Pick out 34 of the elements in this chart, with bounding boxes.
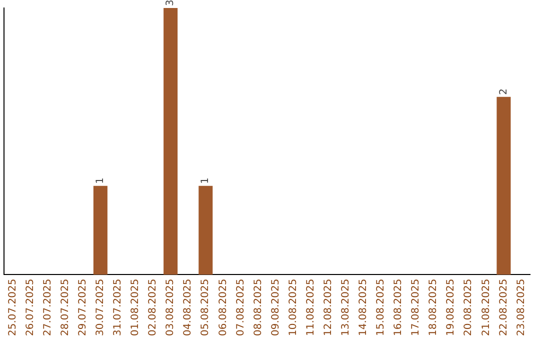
x-tick-label: 29.07.2025 xyxy=(77,278,88,336)
x-tick-label: 02.08.2025 xyxy=(148,278,159,336)
x-tick-label: 19.08.2025 xyxy=(446,278,457,336)
x-tick-label: 27.07.2025 xyxy=(42,278,54,336)
data-label: 1 xyxy=(95,177,106,184)
x-tick-label: 16.08.2025 xyxy=(393,278,404,336)
x-tick-label: 03.08.2025 xyxy=(165,278,176,336)
x-tick-label: 14.08.2025 xyxy=(358,278,370,336)
x-tick-label: 18.08.2025 xyxy=(428,278,440,336)
x-tick-label: 17.08.2025 xyxy=(410,278,422,336)
x-tick-label: 21.08.2025 xyxy=(480,278,492,336)
x-tick-label: 25.07.2025 xyxy=(7,278,18,336)
x-tick-label: 09.08.2025 xyxy=(270,278,282,336)
x-tick-label: 22.08.2025 xyxy=(498,278,510,336)
x-tick-label: 30.07.2025 xyxy=(95,278,106,336)
x-tick-label: 12.08.2025 xyxy=(322,278,334,336)
x-tick-label: 08.08.2025 xyxy=(252,278,264,336)
x-tick-label: 01.08.2025 xyxy=(130,278,142,336)
x-tick-label: 10.08.2025 xyxy=(288,278,299,336)
x-tick-label: 26.07.2025 xyxy=(24,278,36,336)
x-tick-label: 05.08.2025 xyxy=(200,278,212,336)
x-tick-label: 13.08.2025 xyxy=(340,278,352,336)
x-tick-label: 04.08.2025 xyxy=(182,278,194,336)
data-label: 1 xyxy=(200,177,212,184)
x-tick-label: 06.08.2025 xyxy=(218,278,229,336)
x-tick-label: 20.08.2025 xyxy=(463,278,474,336)
x-tick-label: 23.08.2025 xyxy=(516,278,527,336)
x-tick-label: 15.08.2025 xyxy=(376,278,387,336)
x-tick-label: 28.07.2025 xyxy=(60,278,71,336)
x-tick-label: 07.08.2025 xyxy=(235,278,246,336)
data-label: 3 xyxy=(165,0,176,6)
x-tick-label: 11.08.2025 xyxy=(305,278,316,336)
data-label: 2 xyxy=(498,88,510,95)
x-tick-label: 31.07.2025 xyxy=(112,278,124,336)
